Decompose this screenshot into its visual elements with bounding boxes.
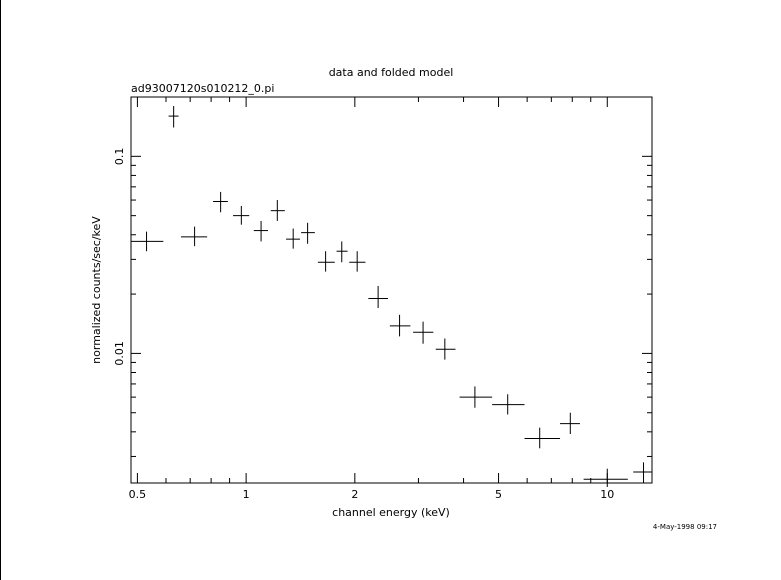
data-point	[180, 226, 208, 247]
chart-title: data and folded model	[329, 66, 454, 79]
data-point	[336, 241, 348, 263]
x-tick-label: 0.5	[129, 488, 147, 501]
data-point	[633, 462, 652, 483]
y-axis-label: normalized counts/sec/keV	[90, 216, 103, 364]
data-point	[301, 222, 315, 244]
data-point	[253, 220, 269, 242]
data-point	[583, 468, 628, 487]
x-axis-label: channel energy (keV)	[332, 506, 450, 519]
y-tick-label: 0.01	[113, 341, 126, 366]
data-point	[368, 285, 388, 308]
data-points	[131, 106, 652, 487]
axis-ticks	[131, 96, 652, 483]
y-tick-label: 0.1	[113, 148, 126, 166]
axis-tick-labels: 0.5 1 2 5 10 0.1 0.01	[113, 148, 614, 501]
data-point	[233, 205, 250, 225]
plot-frame	[130, 96, 653, 484]
data-point	[349, 251, 366, 272]
x-tick-label: 10	[600, 488, 614, 501]
data-point	[286, 228, 301, 249]
x-tick-label: 5	[495, 488, 502, 501]
chart-subtitle: ad93007120s010212_0.pi	[131, 82, 274, 95]
data-point	[459, 386, 493, 408]
timestamp: 4-May-1998 09:17	[653, 523, 717, 531]
x-tick-label: 2	[351, 488, 358, 501]
data-point	[560, 412, 580, 434]
data-point	[317, 251, 335, 272]
data-point	[213, 191, 228, 213]
data-point	[492, 394, 525, 415]
x-tick-label: 1	[243, 488, 250, 501]
data-point	[413, 321, 434, 344]
data-point	[270, 200, 285, 221]
data-point	[131, 231, 164, 252]
data-point	[389, 314, 411, 337]
data-point	[435, 338, 456, 360]
data-point	[168, 106, 179, 128]
data-point	[524, 427, 561, 449]
